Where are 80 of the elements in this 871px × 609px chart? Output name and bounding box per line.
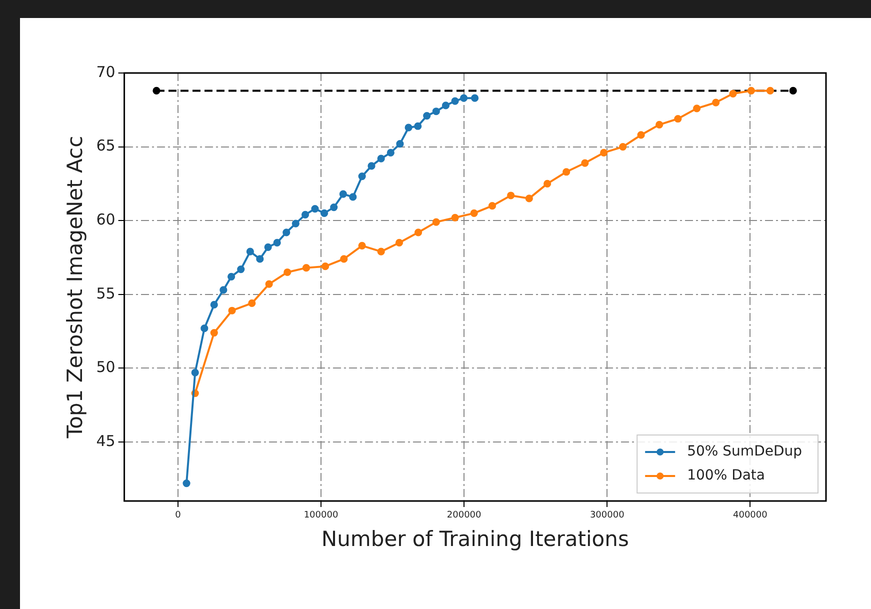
point <box>358 172 366 180</box>
point <box>525 194 533 202</box>
point <box>395 238 404 247</box>
point <box>246 248 254 256</box>
point <box>340 255 348 263</box>
x-tick-label: 0 <box>175 510 182 521</box>
point <box>693 104 701 112</box>
point <box>396 140 404 148</box>
point <box>321 262 330 270</box>
legend-label: 50% SumDeDup <box>687 444 802 460</box>
point <box>404 124 412 132</box>
point <box>200 324 208 332</box>
point <box>377 154 385 162</box>
x-axis-title: Number of Training Iterations <box>321 526 629 551</box>
point <box>237 265 245 274</box>
point <box>789 86 797 95</box>
point <box>182 479 190 488</box>
point <box>423 112 431 120</box>
point <box>488 202 496 210</box>
x-tick-label: 400000 <box>733 510 768 521</box>
y-tick-label: 70 <box>96 62 116 81</box>
point <box>432 108 440 116</box>
point <box>210 300 218 309</box>
point <box>210 328 218 337</box>
point <box>377 248 385 256</box>
point <box>248 299 256 308</box>
point <box>619 142 627 151</box>
point <box>562 168 570 176</box>
point <box>766 86 774 95</box>
point <box>301 210 310 218</box>
point <box>265 280 273 288</box>
point <box>273 238 281 247</box>
point <box>637 131 645 139</box>
point <box>264 243 272 251</box>
point <box>358 242 366 250</box>
point <box>600 148 608 156</box>
y-tick-label: 55 <box>96 284 116 302</box>
point <box>386 148 394 156</box>
x-tick-label: 100000 <box>304 510 338 521</box>
point <box>414 228 422 236</box>
point <box>470 94 479 102</box>
point <box>302 264 310 272</box>
point <box>414 122 422 130</box>
point <box>228 306 236 314</box>
point <box>451 97 459 105</box>
point <box>311 204 319 213</box>
point <box>339 190 347 198</box>
point <box>330 204 338 212</box>
point <box>292 220 300 228</box>
point <box>712 98 720 106</box>
point <box>282 228 290 236</box>
point <box>470 209 478 218</box>
point <box>227 272 236 280</box>
point <box>747 86 755 95</box>
point <box>656 120 664 128</box>
point <box>191 368 199 376</box>
point <box>349 193 357 201</box>
point <box>432 218 440 226</box>
point <box>581 159 589 167</box>
point <box>729 90 737 98</box>
y-tick-label: 60 <box>96 210 116 228</box>
point <box>320 209 328 218</box>
y-tick-label: 45 <box>96 432 116 450</box>
point <box>451 214 459 222</box>
point <box>544 180 552 188</box>
point <box>284 268 292 276</box>
y-tick-label: 50 <box>96 358 116 376</box>
point <box>256 255 264 263</box>
point <box>460 94 468 102</box>
x-tick-label: 200000 <box>446 510 482 521</box>
y-axis-title: Top1 Zeroshot ImageNet Acc <box>63 136 88 440</box>
point <box>220 286 228 294</box>
point <box>442 102 450 110</box>
point <box>674 114 682 123</box>
legend-label: 100% Data <box>687 468 766 484</box>
point <box>507 192 515 200</box>
y-tick-label: 65 <box>96 136 116 155</box>
point <box>368 162 376 170</box>
x-tick-label: 300000 <box>590 510 625 521</box>
point <box>152 86 160 95</box>
